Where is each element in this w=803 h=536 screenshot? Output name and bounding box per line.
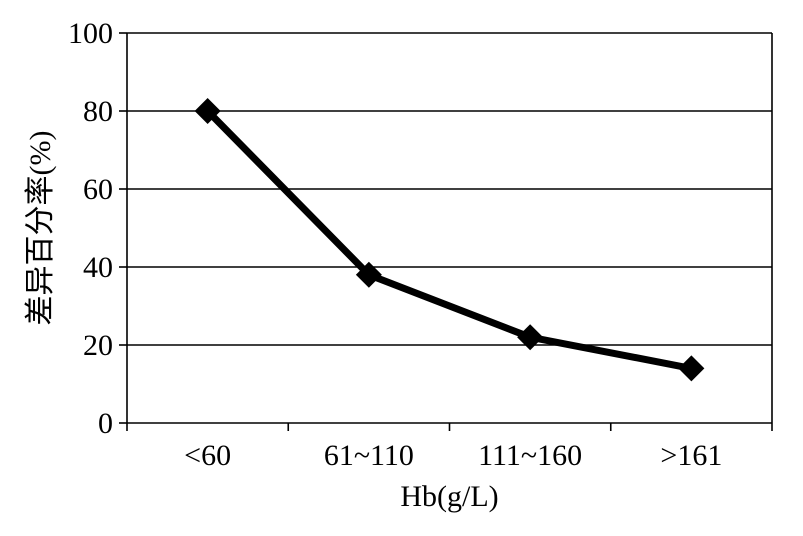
- series-line: [205, 108, 693, 372]
- data-point-marker: [355, 261, 382, 288]
- x-tick-labels: <60 61~110 111~160 >161: [126, 423, 773, 472]
- y-tick-label: 80: [83, 95, 113, 128]
- series: [194, 98, 705, 382]
- gridlines: [127, 32, 772, 346]
- y-axis-label: 差异百分率(%): [24, 131, 57, 326]
- data-point-marker: [517, 324, 544, 351]
- y-tick-label: 0: [98, 407, 113, 440]
- y-tick-label: 40: [83, 251, 113, 284]
- x-tick-label: >161: [660, 439, 722, 472]
- y-tick-label: 100: [68, 17, 113, 50]
- data-point-marker: [678, 355, 705, 382]
- data-point-marker: [194, 98, 221, 124]
- x-tick-label: <60: [184, 439, 231, 472]
- x-tick-label: 111~160: [478, 439, 582, 472]
- x-tick-label: 61~110: [324, 439, 414, 472]
- x-axis-label: Hb(g/L): [400, 480, 498, 513]
- y-tick-label: 20: [83, 329, 113, 362]
- y-tick-label: 60: [83, 173, 113, 206]
- y-tick-labels: 0 20 40 60 80 100: [68, 17, 127, 440]
